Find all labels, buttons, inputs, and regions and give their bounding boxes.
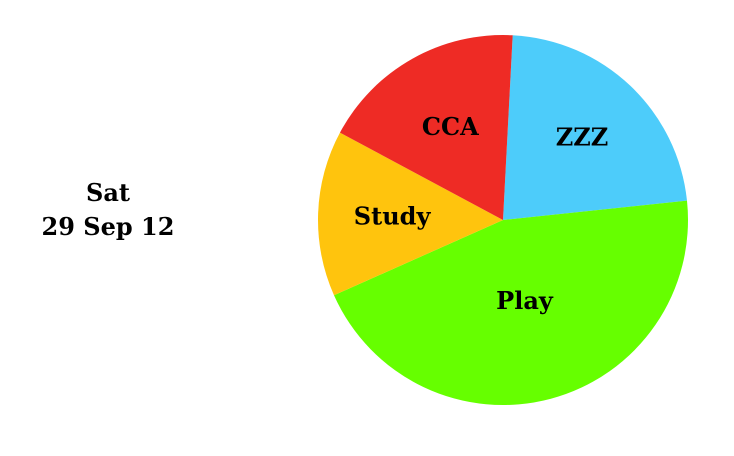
pie-slices [317,34,689,406]
pie-slice-study [317,132,503,296]
pie-label-cca: CCA [422,112,479,141]
pie-slice-play [333,200,689,406]
pie-label-play: Play [496,286,554,315]
pie-slice-cca [339,34,513,221]
date-label: 29 Sep 12 [41,212,175,241]
pie-slice-zzz [503,35,687,220]
date-block: Sat 29 Sep 12 [20,176,196,244]
pie-labels: ZZZ Play Study CCA [354,112,608,315]
pie-label-study: Study [354,201,432,230]
pie-label-zzz: ZZZ [556,122,609,151]
day-label: Sat [86,178,130,207]
